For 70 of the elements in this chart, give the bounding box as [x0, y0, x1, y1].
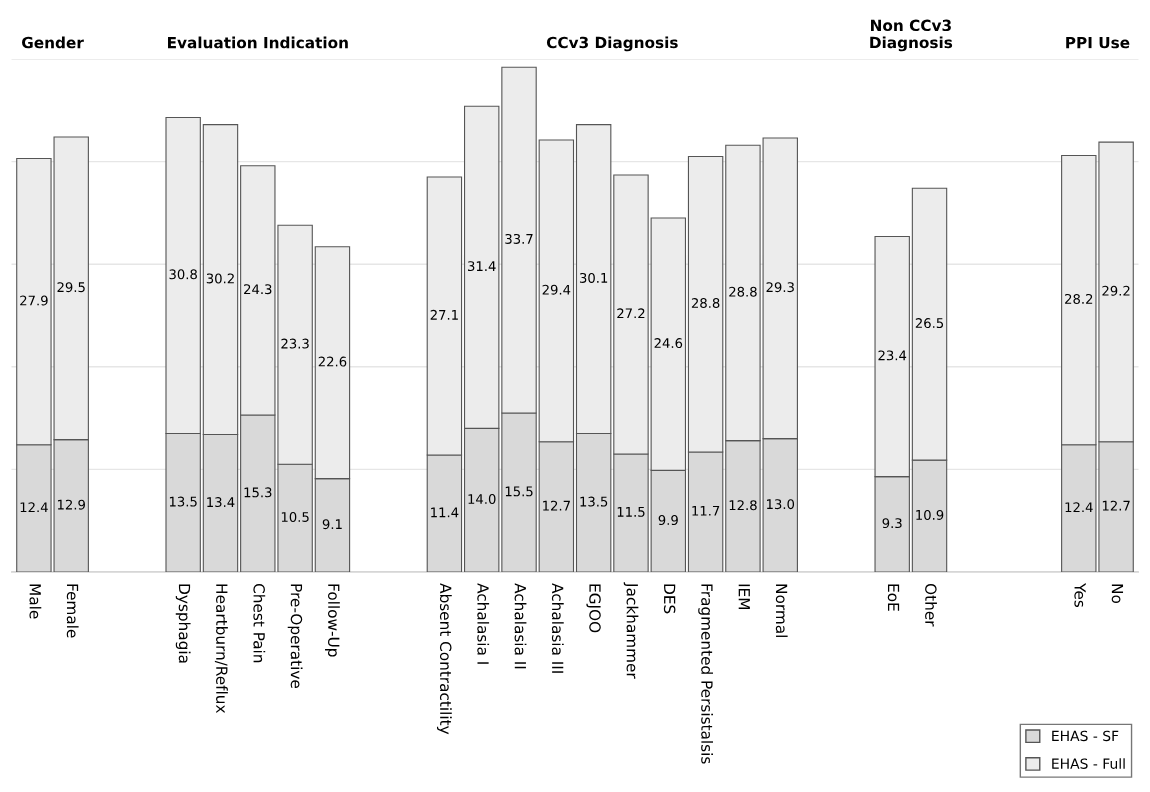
data-label: 23.3	[281, 338, 309, 349]
x-tick-label: Jackhammer	[623, 582, 639, 679]
data-label: 30.1	[579, 272, 608, 283]
data-label: 22.6	[318, 356, 347, 367]
text: CCv3 Diagnosis	[546, 36, 678, 52]
x-tick-label: Heartburn/Reflux	[214, 584, 228, 714]
x-tick-label: Achalasia I	[477, 583, 490, 664]
data-label: 33.7	[505, 233, 533, 244]
data-label: 26.5	[915, 318, 944, 329]
data-label: 27.2	[617, 308, 645, 319]
legend-label: EHAS - Full	[1052, 758, 1125, 769]
x-tick-label: Achalasia II	[514, 583, 527, 669]
x-tick-label: Absent Contractility	[436, 583, 452, 735]
x-tick-label: EGJOO	[586, 584, 601, 633]
legend-label: EHAS - SF	[1052, 730, 1119, 742]
data-label: 12.9	[57, 499, 85, 510]
x-tick-label: Male	[29, 584, 42, 619]
data-label: 13.0	[767, 499, 795, 510]
x-tick-label: Other	[925, 583, 937, 627]
data-label: 29.5	[57, 282, 85, 293]
x-tick-label: Yes	[1074, 583, 1086, 608]
x-tick-label: Female	[66, 584, 79, 638]
data-label: 30.2	[206, 273, 234, 284]
data-label: 15.5	[505, 486, 533, 497]
data-label: 12.4	[1065, 502, 1093, 513]
data-label: 13.5	[169, 496, 197, 507]
data-label: 11.4	[431, 507, 459, 518]
data-label: 28.2	[1065, 293, 1093, 304]
data-label: 23.4	[878, 350, 907, 361]
data-label: 11.7	[692, 506, 720, 516]
data-label: 9.1	[322, 519, 342, 530]
data-label: 14.0	[468, 494, 496, 505]
x-tick-label: Fragmented Persistalsis	[698, 584, 714, 764]
data-label: 9.3	[882, 518, 902, 529]
data-label: 29.2	[1102, 285, 1130, 296]
x-tick-label: Achalasia III	[551, 583, 564, 673]
data-label: 28.8	[729, 286, 757, 297]
data-label: 24.3	[244, 284, 272, 295]
data-label: 12.7	[1102, 500, 1130, 511]
data-label: 11.5	[617, 507, 645, 517]
data-label: 31.4	[468, 261, 496, 272]
data-label: 29.4	[542, 284, 571, 295]
data-label: 29.3	[766, 282, 794, 293]
text: PPI Use	[1066, 36, 1130, 49]
x-tick-label: IEM	[738, 584, 750, 609]
data-label: 12.4	[20, 502, 48, 513]
data-label: 10.5	[281, 511, 309, 522]
x-tick-label: Dysphagia	[175, 584, 191, 663]
data-label: 27.9	[20, 295, 48, 306]
x-tick-label: Chest Pain	[253, 583, 266, 663]
x-tick-label: DES	[663, 584, 676, 614]
x-tick-label: No	[1111, 584, 1124, 604]
data-label: 30.8	[169, 269, 197, 280]
data-label: 12.7	[543, 500, 570, 511]
data-label: 24.6	[654, 338, 683, 349]
data-label: 10.9	[916, 509, 944, 520]
text: Gender	[22, 36, 84, 49]
x-tick-label: Follow-Up	[325, 584, 340, 657]
data-label: 15.3	[244, 487, 272, 498]
x-tick-label: Normal	[775, 584, 788, 637]
x-tick-label: EoE	[887, 584, 900, 611]
data-label: 13.4	[207, 497, 235, 508]
data-label: 9.9	[658, 515, 678, 526]
data-label: 12.8	[729, 500, 757, 511]
data-label: 13.5	[580, 496, 608, 507]
x-tick-label: Pre-Operative	[287, 584, 303, 688]
data-label: 28.8	[691, 298, 720, 309]
text: Evaluation Indication	[168, 36, 348, 49]
text: Non CCv3 Diagnosis	[870, 19, 953, 52]
data-label: 27.1	[430, 309, 458, 320]
